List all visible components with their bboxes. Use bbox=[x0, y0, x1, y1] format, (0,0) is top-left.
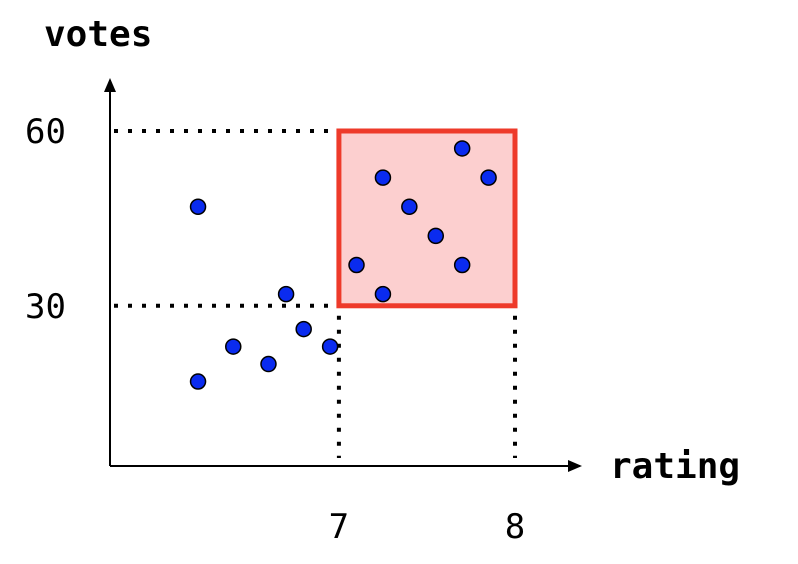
data-point bbox=[427, 227, 445, 245]
data-point bbox=[321, 338, 339, 355]
data-point bbox=[453, 140, 471, 157]
tick-labels: 7 8 30 60 bbox=[25, 112, 525, 547]
y-tick-label: 60 bbox=[25, 112, 66, 152]
y-axis-title: votes bbox=[44, 14, 152, 55]
data-point bbox=[401, 198, 418, 215]
x-tick-label: 7 bbox=[329, 507, 349, 547]
data-point bbox=[189, 198, 207, 215]
data-point bbox=[374, 169, 392, 186]
data-point bbox=[348, 256, 365, 274]
data-point bbox=[295, 320, 312, 338]
guide-lines bbox=[114, 129, 517, 458]
data-point bbox=[453, 256, 471, 274]
y-tick-label: 30 bbox=[25, 287, 66, 327]
data-point bbox=[374, 285, 392, 303]
data-point bbox=[277, 285, 295, 303]
data-point bbox=[480, 169, 497, 186]
highlight-region bbox=[336, 128, 518, 309]
data-points bbox=[189, 140, 497, 390]
data-point bbox=[225, 338, 242, 355]
x-tick-label: 8 bbox=[505, 507, 525, 547]
data-point bbox=[189, 373, 207, 390]
x-axis-title: rating bbox=[610, 446, 740, 487]
data-point bbox=[260, 355, 277, 373]
